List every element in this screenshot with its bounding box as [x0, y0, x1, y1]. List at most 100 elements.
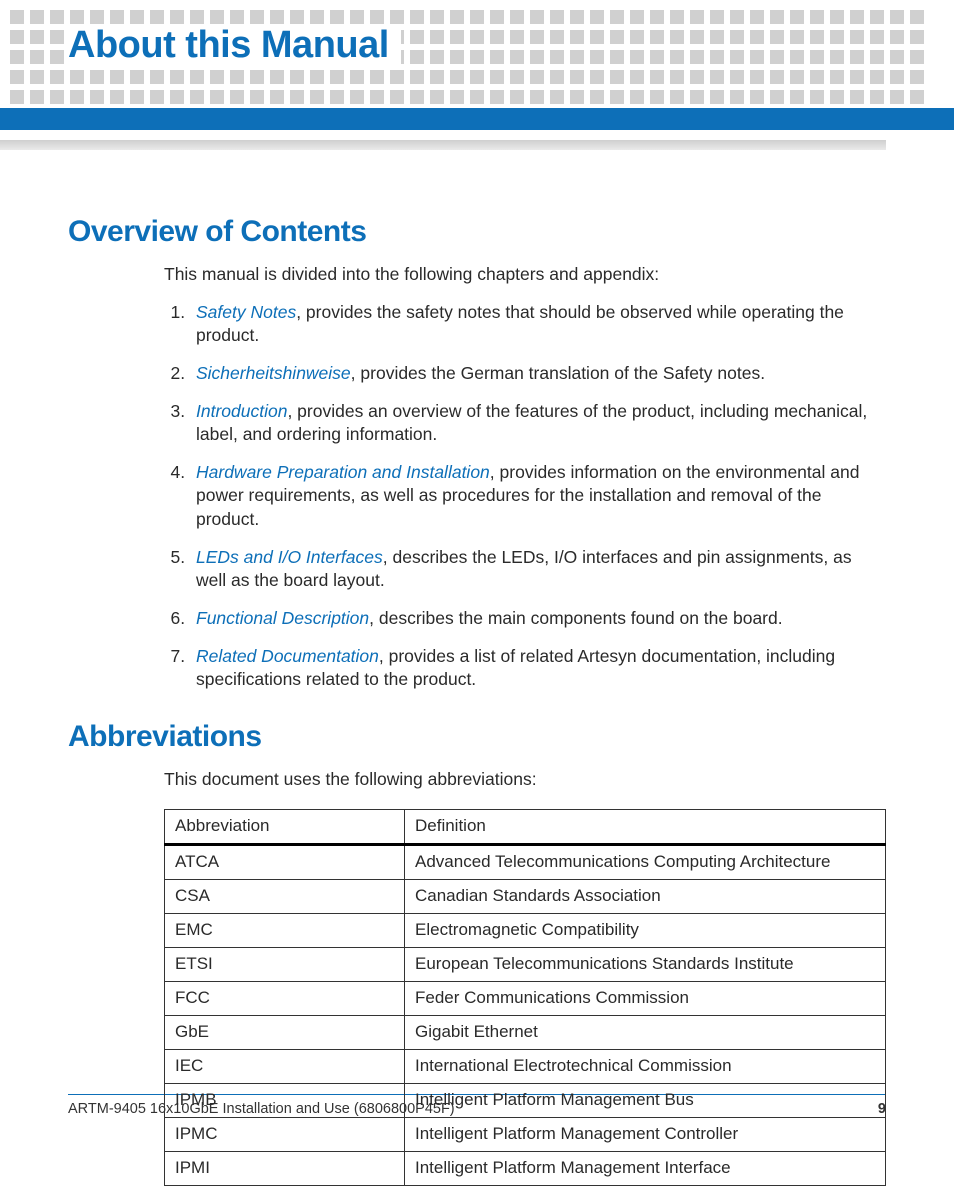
chapter-item: Introduction, provides an overview of th…	[190, 400, 886, 447]
decor-square	[870, 90, 884, 104]
decor-square	[790, 90, 804, 104]
decor-square	[10, 90, 24, 104]
abbrev-table: Abbreviation Definition ATCAAdvanced Tel…	[164, 809, 886, 1185]
table-row: CSACanadian Standards Association	[165, 880, 886, 914]
decor-square	[910, 30, 924, 44]
decor-square	[30, 10, 44, 24]
decor-square	[790, 70, 804, 84]
decor-square	[230, 70, 244, 84]
decor-square	[590, 90, 604, 104]
chapter-link[interactable]: Related Documentation	[196, 646, 379, 666]
decor-square-row	[0, 90, 954, 104]
decor-square	[810, 90, 824, 104]
decor-square	[70, 70, 84, 84]
decor-square	[610, 90, 624, 104]
decor-square	[810, 10, 824, 24]
decor-square	[470, 70, 484, 84]
chapter-link[interactable]: Functional Description	[196, 608, 369, 628]
decor-square	[290, 70, 304, 84]
chapter-link[interactable]: Introduction	[196, 401, 287, 421]
cell-abbrev: IPMI	[165, 1151, 405, 1185]
header-grey-bar	[0, 140, 886, 150]
col-abbrev: Abbreviation	[165, 810, 405, 845]
cell-definition: European Telecommunications Standards In…	[405, 948, 886, 982]
decor-square	[550, 10, 564, 24]
cell-abbrev: EMC	[165, 914, 405, 948]
chapter-link[interactable]: Safety Notes	[196, 302, 296, 322]
decor-square	[170, 10, 184, 24]
chapter-link[interactable]: Sicherheitshinweise	[196, 363, 351, 383]
decor-square	[530, 90, 544, 104]
decor-square	[750, 90, 764, 104]
decor-square	[570, 70, 584, 84]
decor-square	[650, 70, 664, 84]
col-definition: Definition	[405, 810, 886, 845]
chapter-link[interactable]: Hardware Preparation and Installation	[196, 462, 490, 482]
decor-square	[370, 70, 384, 84]
decor-square	[110, 70, 124, 84]
chapter-link[interactable]: LEDs and I/O Interfaces	[196, 547, 383, 567]
decor-square	[830, 70, 844, 84]
decor-square	[770, 70, 784, 84]
decor-square	[30, 50, 44, 64]
decor-square	[50, 50, 64, 64]
decor-square	[210, 90, 224, 104]
chapter-item: Related Documentation, provides a list o…	[190, 645, 886, 692]
table-row: ATCAAdvanced Telecommunications Computin…	[165, 845, 886, 880]
decor-square	[310, 70, 324, 84]
decor-square	[390, 70, 404, 84]
decor-square	[70, 90, 84, 104]
cell-definition: Intelligent Platform Management Controll…	[405, 1117, 886, 1151]
abbrev-heading: Abbreviations	[68, 720, 886, 754]
cell-abbrev: IPMB	[165, 1083, 405, 1117]
decor-square	[330, 10, 344, 24]
chapter-item: LEDs and I/O Interfaces, describes the L…	[190, 546, 886, 593]
chapter-list: Safety Notes, provides the safety notes …	[164, 301, 886, 692]
decor-square	[690, 90, 704, 104]
decor-square	[510, 90, 524, 104]
decor-square	[330, 90, 344, 104]
decor-square	[510, 10, 524, 24]
decor-square	[410, 90, 424, 104]
table-header-row: Abbreviation Definition	[165, 810, 886, 845]
decor-square	[710, 10, 724, 24]
decor-square	[450, 90, 464, 104]
decor-square	[250, 10, 264, 24]
decor-square	[310, 10, 324, 24]
cell-definition: Advanced Telecommunications Computing Ar…	[405, 845, 886, 880]
decor-square	[550, 90, 564, 104]
decor-square	[910, 10, 924, 24]
decor-square	[70, 10, 84, 24]
decor-square	[390, 10, 404, 24]
decor-square	[170, 90, 184, 104]
decor-square	[190, 90, 204, 104]
chapter-desc: , provides an overview of the features o…	[196, 401, 867, 445]
decor-square	[770, 10, 784, 24]
decor-square	[390, 90, 404, 104]
decor-square	[10, 70, 24, 84]
decor-square	[250, 90, 264, 104]
decor-square	[430, 70, 444, 84]
table-row: ETSIEuropean Telecommunications Standard…	[165, 948, 886, 982]
decor-square	[670, 70, 684, 84]
decor-square	[150, 10, 164, 24]
decor-square	[10, 10, 24, 24]
decor-square	[910, 50, 924, 64]
decor-square	[910, 70, 924, 84]
decor-square	[750, 10, 764, 24]
decor-square	[90, 70, 104, 84]
decor-square	[870, 70, 884, 84]
decor-square	[910, 90, 924, 104]
decor-square	[890, 30, 904, 44]
decor-square	[530, 10, 544, 24]
decor-square	[490, 10, 504, 24]
table-row: FCCFeder Communications Commission	[165, 982, 886, 1016]
decor-square	[730, 90, 744, 104]
decor-square	[630, 10, 644, 24]
cell-definition: Electromagnetic Compatibility	[405, 914, 886, 948]
decor-square	[410, 70, 424, 84]
decor-square	[150, 90, 164, 104]
chapter-item: Safety Notes, provides the safety notes …	[190, 301, 886, 348]
cell-definition: International Electrotechnical Commissio…	[405, 1049, 886, 1083]
decor-square	[870, 10, 884, 24]
